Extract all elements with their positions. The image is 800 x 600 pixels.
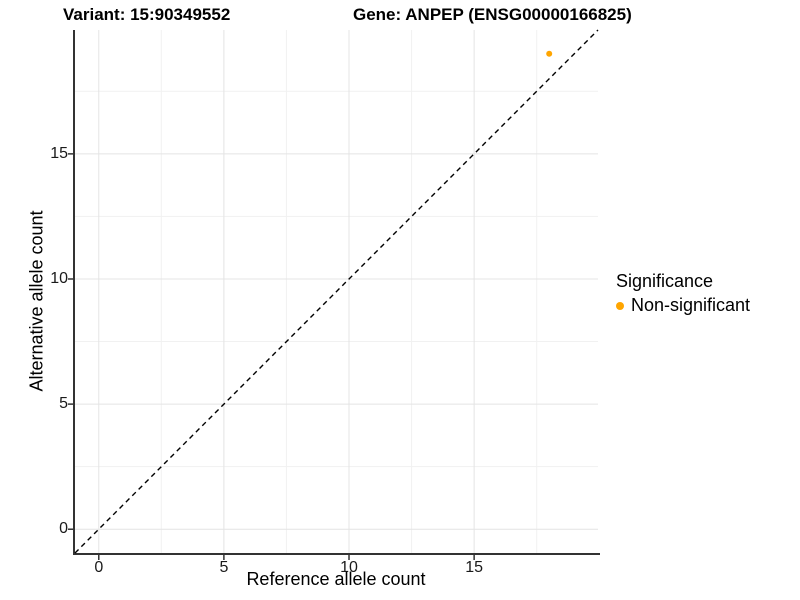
legend-key-dot-icon	[616, 301, 624, 310]
y-tick-label: 15	[50, 144, 68, 162]
y-tick-label: 5	[59, 395, 68, 413]
plot-svg	[68, 29, 600, 560]
y-axis-label: Alternative allele count	[26, 210, 47, 392]
plot-panel	[68, 29, 600, 560]
plot-title-gene: Gene: ANPEP (ENSG00000166825)	[353, 5, 632, 24]
x-tick-label: 15	[465, 559, 484, 576]
legend-item-label: Non-significant	[631, 295, 751, 315]
y-tick-label: 0	[59, 520, 68, 538]
legend-title: Significance	[616, 271, 714, 291]
legend-item: Non-significant	[616, 295, 750, 316]
legend: Significance Non-significant	[616, 271, 750, 316]
plot-title-variant: Variant: 15:90349552	[63, 5, 231, 24]
y-tick-label: 10	[50, 269, 68, 287]
x-tick-label: 5	[219, 559, 229, 576]
x-tick-label: 0	[94, 559, 104, 576]
x-tick-label: 10	[340, 559, 358, 576]
data-point	[546, 50, 553, 57]
x-axis-label: Reference allele count	[246, 569, 426, 589]
identity-line	[74, 29, 599, 554]
